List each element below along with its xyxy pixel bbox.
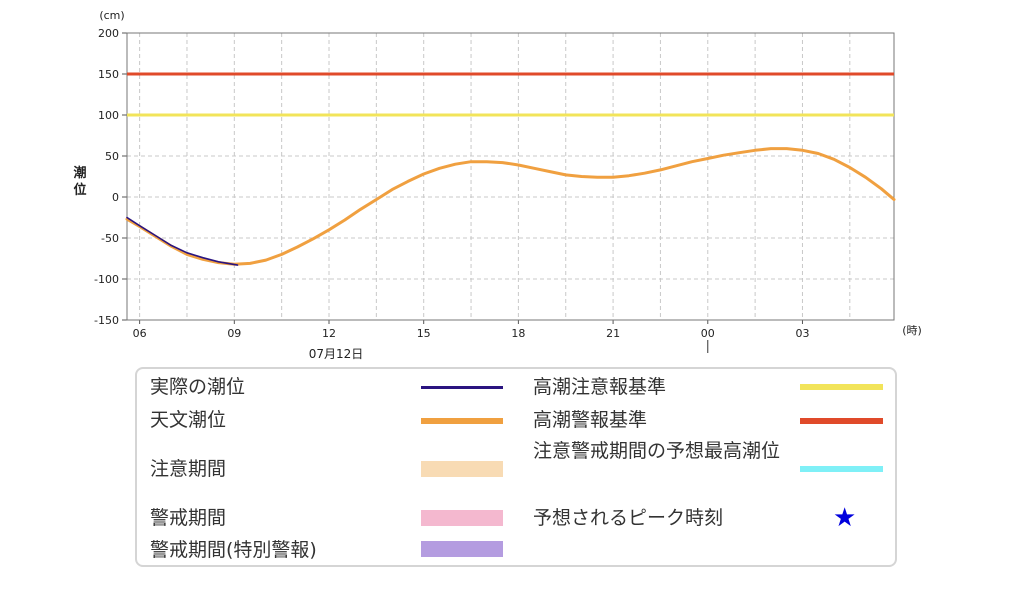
legend-swatch-predicted-max [800, 466, 883, 472]
legend: 実際の潮位 高潮注意報基準 天文潮位 高潮警報基準 注意期間 注意警戒期間の予想… [135, 367, 897, 567]
y-tick-label: 50 [105, 150, 119, 163]
legend-swatch-warning-period [421, 510, 503, 526]
plot-frame [126, 32, 895, 321]
legend-label-peak-time: 予想されるピーク時刻 [533, 507, 724, 529]
date-label: 07月12日 [309, 347, 364, 361]
legend-swatch-advisory-period [421, 461, 503, 477]
legend-swatch-warning-threshold [800, 418, 883, 424]
x-tick-label: 18 [511, 327, 525, 340]
series-layer [125, 72, 896, 266]
x-tick-label: 03 [795, 327, 809, 340]
y-tick-label: -100 [94, 273, 119, 286]
axis-labels: 200 150 100 50 0 -50 -100 -150 06 09 12 15 18 21 00 03 (… [73, 9, 921, 361]
x-unit-label: (時) [902, 324, 922, 337]
legend-label-advisory-period: 注意期間 [150, 458, 227, 480]
legend-label-warning-threshold: 高潮警報基準 [533, 409, 648, 431]
y-tick-label: 150 [98, 68, 119, 81]
x-tick-label: 15 [417, 327, 431, 340]
legend-swatch-astronomical-tide [421, 418, 503, 424]
x-tick-label: 00 [701, 327, 715, 340]
legend-label-astronomical-tide: 天文潮位 [150, 409, 227, 431]
y-tick-label: 200 [98, 27, 119, 40]
x-tick-label: 21 [606, 327, 620, 340]
y-tick-label: 100 [98, 109, 119, 122]
legend-label-special-warning-period: 警戒期間(特別警報) [150, 539, 317, 561]
y-tick-label: -50 [101, 232, 119, 245]
y-tick-label: 0 [112, 191, 119, 204]
y-tick-label: -150 [94, 314, 119, 327]
star-icon: ★ [833, 503, 857, 533]
y-axis-title-char: 位 [73, 182, 86, 198]
x-tick-label: 12 [322, 327, 336, 340]
legend-swatch-actual-tide [421, 386, 503, 389]
x-tick-label: 09 [227, 327, 241, 340]
x-tick-label: 06 [133, 327, 147, 340]
legend-swatch-special-warning-period [421, 541, 503, 557]
legend-label-predicted-max: 注意警戒期間の予想最高潮位 [533, 440, 781, 462]
series-line [126, 216, 239, 266]
y-axis-title-char: 潮 [73, 165, 86, 181]
legend-label-actual-tide: 実際の潮位 [150, 376, 246, 398]
legend-label-advisory-threshold: 高潮注意報基準 [533, 376, 667, 398]
legend-label-warning-period: 警戒期間 [150, 507, 227, 529]
grid-lines [127, 33, 894, 320]
legend-swatch-advisory-threshold [800, 384, 883, 390]
y-unit-label: (cm) [99, 9, 124, 22]
series-line [125, 147, 896, 266]
tide-chart: 200 150 100 50 0 -50 -100 -150 06 09 12 15 18 21 00 03 (… [73, 9, 921, 361]
axes [122, 32, 895, 353]
